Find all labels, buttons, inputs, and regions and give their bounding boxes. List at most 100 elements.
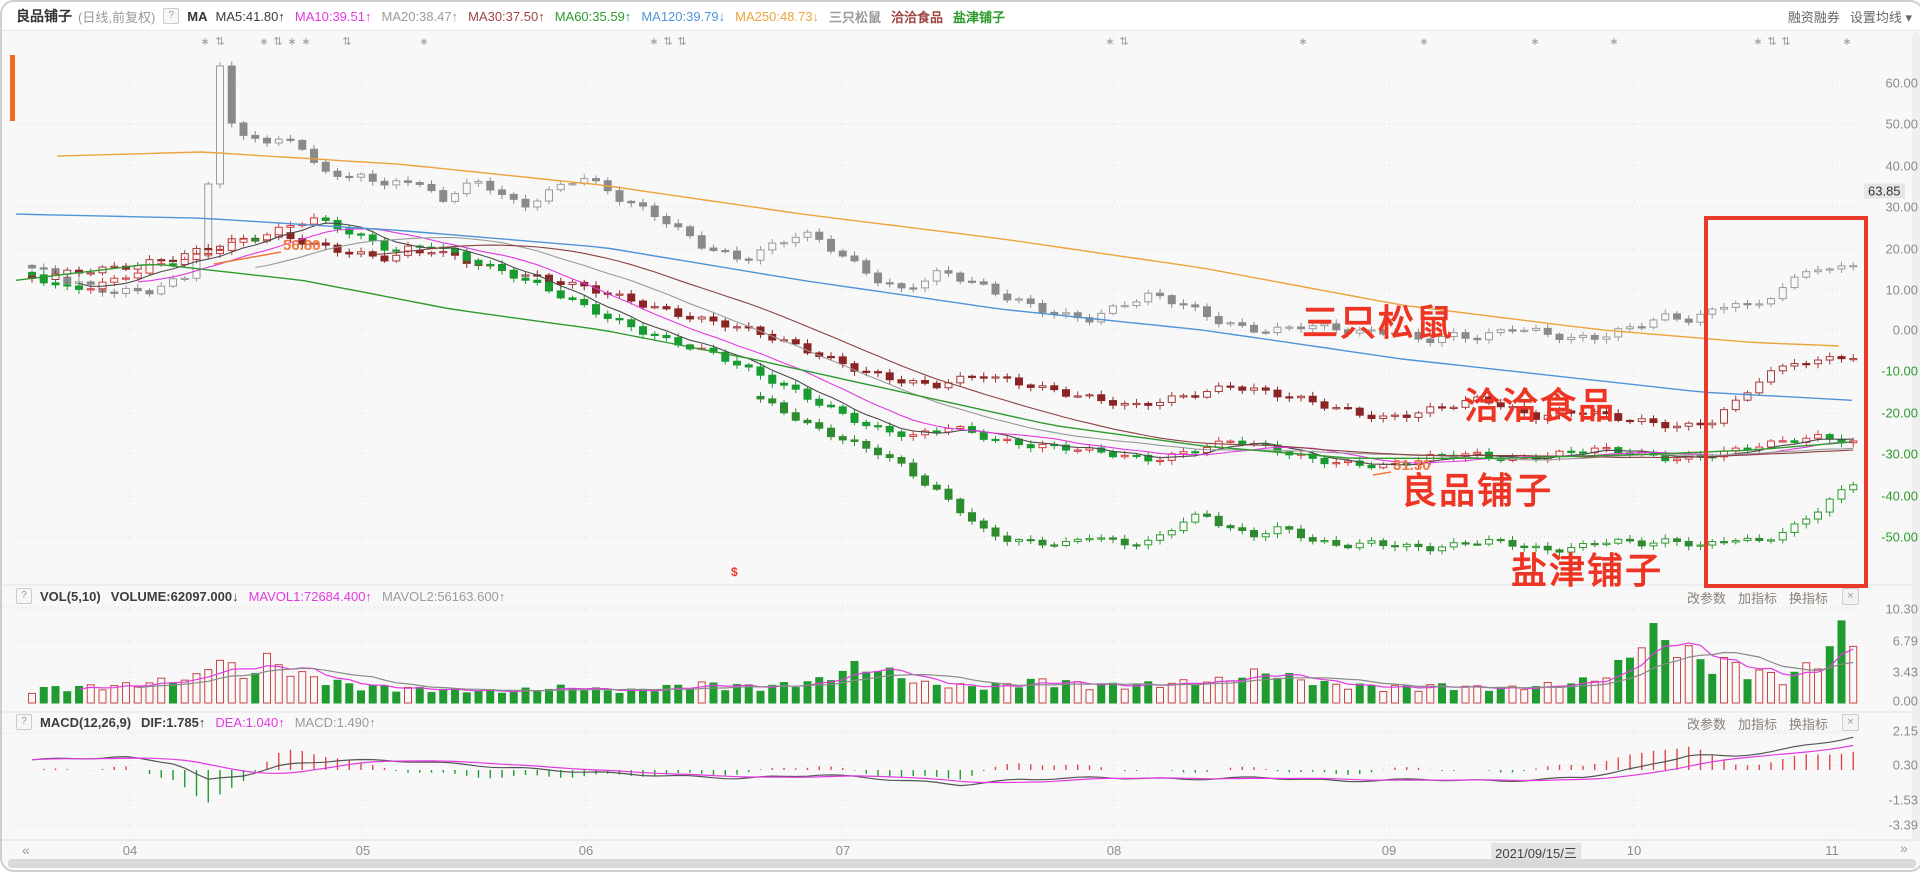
ma-legend-item: MA250:48.73↓ <box>735 8 819 24</box>
volume-legend-item: MAVOL2:56163.600↑ <box>381 588 506 604</box>
y-axis-tick: -50.00 <box>1881 529 1918 545</box>
event-marker[interactable]: ∗ <box>1753 36 1763 48</box>
ma-legend-item: MA30:37.50↑ <box>468 8 545 24</box>
chart-header-bar: 良品铺子 (日线,前复权) ? MA MA5:41.80↑ MA10:39.51↑… <box>2 2 1920 31</box>
volume-legend-item: VOL(5,10) <box>40 588 101 604</box>
help-icon[interactable]: ? <box>16 588 32 604</box>
header-tool[interactable]: 融资融券 <box>1787 9 1840 25</box>
event-marker[interactable]: ⇅ <box>342 36 352 48</box>
scroll-left-icon[interactable]: « <box>22 842 30 858</box>
y-axis-tick: 0.00 <box>1892 322 1918 338</box>
event-marker[interactable]: ⇅ <box>1119 36 1129 48</box>
compare-stock-item[interactable]: 盐津铺子 <box>953 9 1006 25</box>
left-pane-indicator <box>10 55 15 121</box>
annotation-label: 盐津铺子 <box>1511 550 1664 591</box>
annotation-label: 良品铺子 <box>1401 470 1554 511</box>
macd-pane-header: ? MACD(12,26,9) DIF:1.785↑ DEA:1.040↑ MACD:… <box>16 714 386 730</box>
compare-stocks: 三只松鼠 洽洽食品 盐津铺子 <box>829 7 1015 26</box>
close-icon[interactable]: × <box>1842 588 1859 605</box>
compare-stock-item[interactable]: 三只松鼠 <box>829 9 882 25</box>
event-marker[interactable]: ∗ <box>1419 36 1429 48</box>
right-scrollbar[interactable] <box>1912 32 1920 840</box>
y-axis-tick: 2.15 <box>1892 723 1918 739</box>
pane-button-加指标[interactable]: 加指标 <box>1737 591 1777 606</box>
event-marker[interactable]: ∗ <box>287 36 297 48</box>
pane-button-改参数[interactable]: 改参数 <box>1686 591 1726 606</box>
event-marker[interactable]: ∗ <box>259 36 269 48</box>
y-axis-tick: 30.00 <box>1885 199 1918 215</box>
event-marker[interactable]: ⇅ <box>273 36 283 48</box>
help-icon[interactable]: ? <box>16 714 32 730</box>
event-marker[interactable]: ∗ <box>200 36 210 48</box>
header-tool[interactable]: 设置均线 ▾ <box>1849 9 1912 25</box>
y-axis-tick: 3.43 <box>1892 664 1918 680</box>
annotation-label: 三只松鼠 <box>1302 302 1455 343</box>
event-marker[interactable]: ⇅ <box>215 36 225 48</box>
event-marker[interactable]: ∗ <box>1105 36 1115 48</box>
current-price-tag: 63.85 <box>1864 183 1905 199</box>
x-axis-label: 10 <box>1626 843 1642 858</box>
y-axis-tick: 50.00 <box>1885 116 1918 132</box>
y-axis-tick: -10.00 <box>1881 363 1918 379</box>
volume-legend-item: MAVOL1:72684.400↑ <box>248 588 372 604</box>
y-axis-tick: 60.00 <box>1885 75 1918 91</box>
highlight-box <box>1704 216 1868 588</box>
x-axis-label: 09 <box>1381 843 1397 858</box>
y-axis-tick: -30.00 <box>1881 446 1918 462</box>
pane-button-加指标[interactable]: 加指标 <box>1737 717 1777 732</box>
y-axis-tick: 6.79 <box>1892 633 1918 649</box>
event-marker[interactable]: ∗ <box>649 36 659 48</box>
y-axis-tick: 0.30 <box>1892 757 1918 773</box>
stock-name[interactable]: 良品铺子 <box>16 8 72 24</box>
y-axis-tick: 10.30 <box>1885 601 1918 617</box>
y-axis-tick: 20.00 <box>1885 241 1918 257</box>
macd-legend-item: DIF:1.785↑ <box>141 714 206 730</box>
event-marker[interactable]: ∗ <box>301 36 311 48</box>
event-marker[interactable]: ∗ <box>1298 36 1308 48</box>
volume-pane-buttons: 改参数 加指标 换指标 <box>1687 588 1840 607</box>
close-icon[interactable]: × <box>1842 714 1859 731</box>
event-marker[interactable]: ∗ <box>1609 36 1619 48</box>
macd-legend-item: MACD(12,26,9) <box>40 714 132 730</box>
x-axis-label: 05 <box>355 843 371 858</box>
ma-legend-item: MA10:39.51↑ <box>294 8 372 24</box>
event-marker[interactable]: ⇅ <box>1767 36 1777 48</box>
price-callout: 31.30 <box>1393 457 1431 474</box>
volume-legend-item: VOLUME:62097.000↓ <box>110 588 239 604</box>
x-axis-label: 04 <box>122 843 138 858</box>
event-marker[interactable]: ∗ <box>419 36 429 48</box>
pane-button-换指标[interactable]: 换指标 <box>1788 591 1828 606</box>
event-marker[interactable]: ∗ <box>1842 36 1852 48</box>
y-axis-tick: -20.00 <box>1881 405 1918 421</box>
y-axis-tick: 40.00 <box>1885 158 1918 174</box>
ma-legend-item: MA60:35.59↑ <box>554 8 632 24</box>
volume-pane-header: ? VOL(5,10) VOLUME:62097.000↓ MAVOL1:72684… <box>16 588 515 604</box>
ma-group-label: MA <box>187 8 208 24</box>
header-right-tools: 融资融券 设置均线 ▾ <box>1788 7 1920 26</box>
ma-legend-item: MA5:41.80↑ <box>215 8 285 24</box>
event-marker[interactable]: ⇅ <box>663 36 673 48</box>
y-axis-tick: 0.00 <box>1892 693 1918 709</box>
price-callout: 56.80 <box>283 237 321 254</box>
ma-legend: MA5:41.80↑ MA10:39.51↑ MA20:38.47↑ MA30:37.… <box>216 9 830 24</box>
chart-mode-label: (日线,前复权) <box>78 9 156 25</box>
help-icon[interactable]: ? <box>163 8 180 24</box>
x-axis-label: 08 <box>1106 843 1122 858</box>
ma-legend-item: MA120:39.79↓ <box>641 8 726 24</box>
y-axis-tick: -3.39 <box>1888 817 1918 833</box>
compare-stock-item[interactable]: 洽洽食品 <box>891 9 944 25</box>
macd-legend-item: MACD:1.490↑ <box>294 714 376 730</box>
scroll-right-icon[interactable]: » <box>1900 840 1908 856</box>
macd-pane-buttons: 改参数 加指标 换指标 <box>1687 714 1840 733</box>
macd-legend-item: DEA:1.040↑ <box>215 714 285 730</box>
event-marker[interactable]: ∗ <box>1530 36 1540 48</box>
horizontal-scrollbar[interactable] <box>8 859 1916 868</box>
x-axis-date-highlight[interactable]: 2021/09/15/三 <box>1491 843 1581 862</box>
pane-button-改参数[interactable]: 改参数 <box>1686 717 1726 732</box>
y-axis-tick: -1.53 <box>1888 792 1918 808</box>
event-marker[interactable]: ⇅ <box>677 36 687 48</box>
pane-button-换指标[interactable]: 换指标 <box>1788 717 1828 732</box>
event-marker[interactable]: ⇅ <box>1781 36 1791 48</box>
